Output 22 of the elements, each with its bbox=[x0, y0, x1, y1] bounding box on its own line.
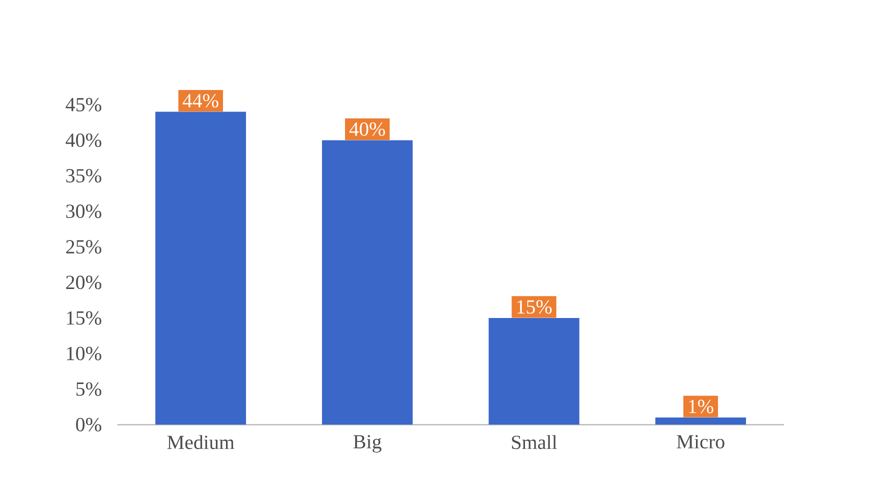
bar bbox=[655, 418, 746, 425]
y-tick-label: 40% bbox=[66, 133, 102, 148]
data-label: 15% bbox=[517, 300, 552, 314]
y-tick-label: 35% bbox=[66, 168, 102, 183]
data-label: 40% bbox=[349, 122, 385, 136]
x-tick-label: Medium bbox=[167, 435, 234, 450]
data-label: 1% bbox=[689, 400, 714, 414]
y-tick-label: 5% bbox=[76, 382, 102, 396]
y-tick-label: 10% bbox=[67, 346, 102, 360]
y-tick-label: 0% bbox=[76, 418, 102, 432]
x-tick-label: Micro bbox=[676, 435, 724, 448]
y-tick-label: 25% bbox=[66, 240, 102, 254]
y-tick-label: 20% bbox=[66, 276, 102, 290]
y-tick-label: 30% bbox=[66, 204, 102, 218]
bar bbox=[322, 140, 413, 425]
y-tick-label: 45% bbox=[66, 98, 102, 112]
x-tick-label: Small bbox=[512, 435, 557, 450]
x-tick-label: Big bbox=[353, 435, 382, 453]
y-tick-label: 15% bbox=[67, 311, 102, 325]
bar bbox=[155, 112, 246, 425]
data-label: 44% bbox=[182, 94, 218, 108]
bar bbox=[488, 318, 580, 425]
